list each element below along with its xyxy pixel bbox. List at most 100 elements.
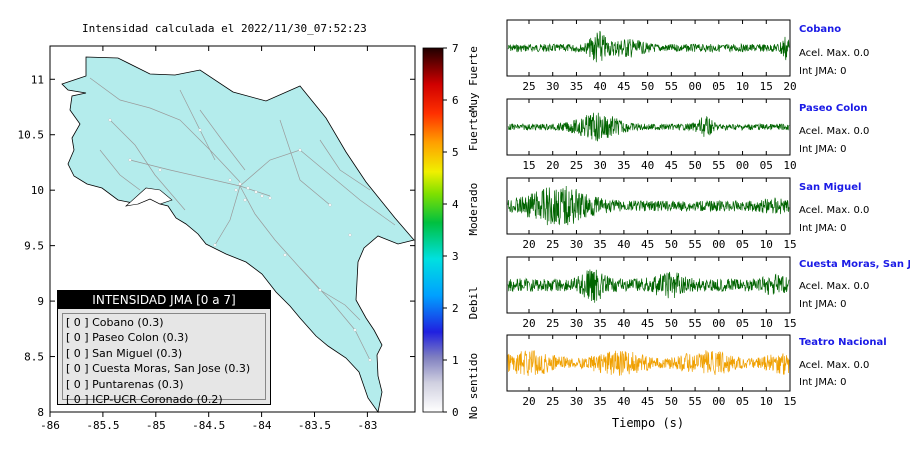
road-line xyxy=(214,185,241,246)
station-int: Int JMA: 0 xyxy=(799,299,847,310)
colorbar xyxy=(422,47,444,413)
waveform-trace xyxy=(507,112,790,142)
waveform-tick-label: 25 xyxy=(546,238,559,251)
waveform-tick-label: 45 xyxy=(641,395,654,408)
gulf-nicoya xyxy=(125,187,173,207)
waveform-tick-label: 45 xyxy=(665,159,678,172)
station-acel: Acel. Max. 0.0 xyxy=(799,48,870,59)
colorbar-tick-label: 1 xyxy=(452,354,459,367)
map-x-tick-label: -84.5 xyxy=(192,419,225,432)
waveform-tick-label: 45 xyxy=(617,80,630,93)
waveform-tick-label: 05 xyxy=(736,238,749,251)
legend-entry: [ 0 ] San Miguel (0.3) xyxy=(66,346,183,360)
costa-rica-land xyxy=(61,56,415,413)
waveform-tick-label: 45 xyxy=(641,317,654,330)
waveform-tick-label: 40 xyxy=(641,159,654,172)
waveform-tick-label: 00 xyxy=(736,159,749,172)
map-x-tick-label: -83 xyxy=(357,419,377,432)
city-dot xyxy=(213,243,217,247)
waveform-tick-label: 20 xyxy=(783,80,796,93)
city-dot xyxy=(298,148,302,152)
map-y-tick-label: 8 xyxy=(37,406,44,419)
waveform-tick-label: 50 xyxy=(688,159,701,172)
waveform-tick-label: 35 xyxy=(594,395,607,408)
station-acel: Acel. Max. 0.0 xyxy=(799,360,870,371)
road-line xyxy=(279,119,331,206)
city-dot xyxy=(243,198,247,202)
waveform-tick-label: 20 xyxy=(522,317,535,330)
road-line xyxy=(89,77,241,183)
waveform-tick-label: 10 xyxy=(760,317,773,330)
station-name: Teatro Nacional xyxy=(799,337,887,348)
station-acel: Acel. Max. 0.0 xyxy=(799,205,870,216)
waveform-tick-label: 05 xyxy=(760,159,773,172)
station-name: Cobano xyxy=(799,24,842,35)
legend-entry: [ 0 ] Cobano (0.3) xyxy=(66,316,164,329)
city-dot xyxy=(234,188,238,192)
city-dot xyxy=(238,182,242,186)
waveform-tick-label: 05 xyxy=(736,395,749,408)
colorbar-category-label: No sentido xyxy=(467,353,480,419)
road-line xyxy=(199,109,246,171)
road-line xyxy=(99,149,141,191)
waveform-tick-label: 45 xyxy=(641,238,654,251)
waveform-tick-label: 30 xyxy=(570,395,583,408)
waveform-tick-label: 30 xyxy=(570,238,583,251)
map-y-tick-label: 10 xyxy=(31,184,44,197)
station-acel: Acel. Max. 0.0 xyxy=(799,281,870,292)
waveform-tick-label: 50 xyxy=(665,395,678,408)
waveform-tick-label: 10 xyxy=(736,80,749,93)
colorbar-tick-label: 3 xyxy=(452,250,459,263)
map-y-tick-label: 10.5 xyxy=(18,129,45,142)
city-dot xyxy=(283,253,287,257)
city-dot xyxy=(246,186,250,190)
waveform-trace xyxy=(507,30,790,63)
colorbar-category-label: Muy Fuerte xyxy=(467,46,480,112)
road-line xyxy=(299,267,361,321)
waveform-tick-label: 35 xyxy=(594,238,607,251)
waveform-tick-label: 40 xyxy=(594,80,607,93)
legend-entry: [ 0 ] Paseo Colon (0.3) xyxy=(66,331,189,345)
station-name: Cuesta Moras, San Jose xyxy=(799,259,910,270)
colorbar-tick-label: 6 xyxy=(452,94,459,107)
waveform-tick-label: 20 xyxy=(546,159,559,172)
city-dot xyxy=(158,168,162,172)
waveform-tick-label: 05 xyxy=(736,317,749,330)
waveform-tick-label: 50 xyxy=(641,80,654,93)
legend-entry: [ 0 ] Cuesta Moras, San Jose (0.3) xyxy=(66,362,251,376)
waveform-trace xyxy=(507,350,790,376)
waveform-tick-label: 15 xyxy=(783,238,796,251)
waveform-tick-label: 10 xyxy=(783,159,796,172)
waveform-tick-label: 55 xyxy=(665,80,678,93)
city-dot xyxy=(368,358,372,362)
waveform-tick-label: 40 xyxy=(617,395,630,408)
road-line xyxy=(109,119,186,211)
waveform-tick-label: 00 xyxy=(712,317,725,330)
x-axis-label: Tiempo (s) xyxy=(612,416,684,430)
waveform-tick-label: 00 xyxy=(712,395,725,408)
waveform-tick-label: 55 xyxy=(688,238,701,251)
city-dot xyxy=(268,196,272,200)
map-x-tick-label: -84 xyxy=(252,419,272,432)
waveform-tick-label: 25 xyxy=(522,80,535,93)
road-line xyxy=(129,159,271,197)
city-dot xyxy=(318,288,322,292)
map-x-tick-label: -86 xyxy=(40,419,60,432)
waveform-tick-label: 50 xyxy=(665,238,678,251)
map-y-tick-label: 11 xyxy=(31,73,44,86)
legend-body: [ 0 ] Cobano (0.3) [ 0 ] Paseo Colon (0.… xyxy=(62,313,266,406)
waveform-tick-label: 00 xyxy=(712,238,725,251)
waveform-tick-label: 35 xyxy=(617,159,630,172)
road-line xyxy=(239,149,396,226)
page-title: Intensidad calculada el 2022/11/30_07:52… xyxy=(82,22,367,35)
waveform-trace xyxy=(507,185,790,226)
map-y-tick-label: 9.5 xyxy=(24,240,44,253)
colorbar-category-label: Fuerte xyxy=(467,111,480,151)
map-x-tick-label: -85.5 xyxy=(86,419,119,432)
waveform-tick-label: 40 xyxy=(617,317,630,330)
station-name: San Miguel xyxy=(799,182,862,193)
waveform-tick-label: 05 xyxy=(712,80,725,93)
waveform-tick-label: 15 xyxy=(783,317,796,330)
map-x-tick-label: -83.5 xyxy=(298,419,331,432)
